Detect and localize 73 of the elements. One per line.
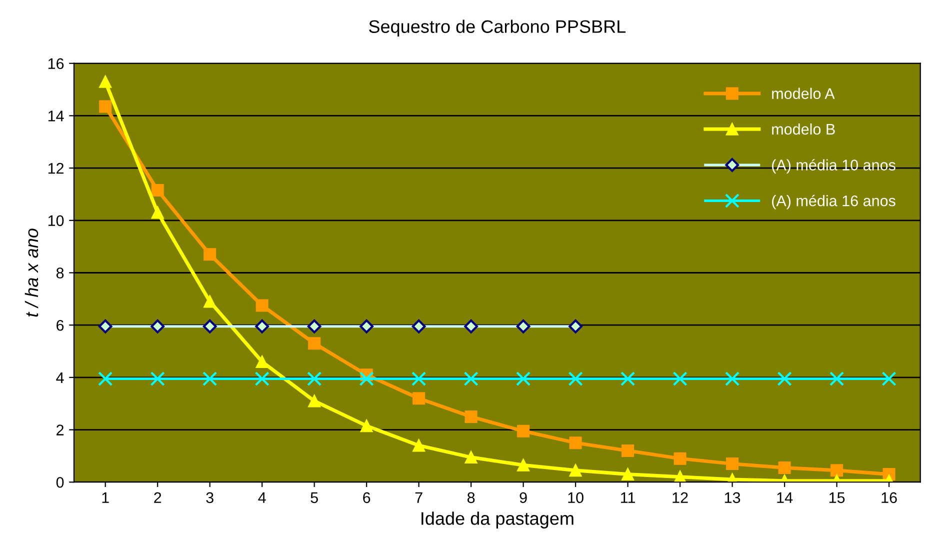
- y-tick-label: 10: [48, 215, 64, 226]
- point: [412, 439, 426, 452]
- x-tick-label: 9: [520, 492, 527, 504]
- y-tick-label: 6: [56, 320, 64, 331]
- point: [672, 371, 688, 386]
- point: [256, 355, 268, 368]
- x-tick-label: 15: [829, 492, 845, 504]
- point: [517, 458, 530, 472]
- legend-label: (A) média 10 anos: [772, 159, 896, 174]
- point: [777, 371, 792, 386]
- y-tick-label: 12: [48, 162, 64, 174]
- point: [622, 468, 634, 481]
- point: [98, 371, 113, 386]
- x-tick-label: 10: [568, 492, 584, 504]
- point: [204, 295, 216, 308]
- y-tick-label: 4: [56, 372, 64, 383]
- x-tick-label: 11: [621, 492, 635, 503]
- point: [620, 371, 636, 386]
- point: [307, 371, 322, 386]
- point: [308, 394, 321, 408]
- legend-label: modelo B: [772, 123, 835, 135]
- legend-label: (A) média 16 anos: [772, 194, 896, 210]
- point: [726, 458, 739, 470]
- point: [359, 371, 374, 386]
- point: [360, 420, 373, 432]
- x-axis-title: Idade da pastagem: [422, 512, 574, 528]
- point: [254, 371, 270, 386]
- point: [202, 371, 218, 386]
- y-tick-label: 0: [56, 476, 64, 488]
- point: [151, 206, 164, 219]
- y-tick-label: 8: [56, 268, 64, 278]
- x-tick-label: 1: [102, 492, 109, 503]
- legend-label: modelo A: [772, 88, 835, 100]
- x-tick-label: 16: [882, 492, 897, 504]
- point: [412, 392, 426, 405]
- chart-title: Sequestro de Carbono PPSBRL: [369, 20, 626, 37]
- point: [99, 100, 112, 113]
- x-tick-label: 13: [724, 492, 740, 504]
- point: [412, 371, 426, 386]
- x-tick-label: 6: [363, 492, 370, 504]
- point: [882, 371, 896, 386]
- point: [464, 451, 478, 464]
- point: [308, 337, 321, 350]
- y-tick-label: 16: [48, 58, 64, 70]
- point: [464, 410, 478, 423]
- point: [256, 299, 268, 312]
- point: [569, 464, 582, 477]
- x-tick-label: 4: [258, 492, 266, 503]
- point: [151, 184, 164, 197]
- point: [464, 371, 478, 386]
- point: [830, 464, 844, 477]
- y-axis-title: t / ha x ano: [24, 228, 38, 317]
- point: [204, 248, 216, 261]
- point: [569, 436, 582, 450]
- x-tick-label: 3: [206, 492, 214, 504]
- x-tick-label: 14: [777, 492, 793, 503]
- point: [829, 371, 844, 386]
- x-tick-label: 12: [672, 492, 688, 503]
- point: [568, 371, 583, 386]
- y-tick-label: 2: [56, 424, 64, 436]
- point: [674, 452, 686, 465]
- point: [99, 75, 112, 88]
- y-tick-label: 14: [48, 110, 64, 122]
- point: [516, 371, 531, 386]
- x-tick-label: 7: [415, 492, 422, 503]
- x-tick-label: 5: [310, 492, 318, 504]
- point: [150, 371, 165, 386]
- point: [724, 371, 740, 386]
- x-tick-label: 8: [467, 492, 475, 504]
- point: [622, 444, 634, 457]
- point: [778, 461, 791, 474]
- point: [517, 424, 530, 438]
- x-tick-label: 2: [154, 492, 162, 503]
